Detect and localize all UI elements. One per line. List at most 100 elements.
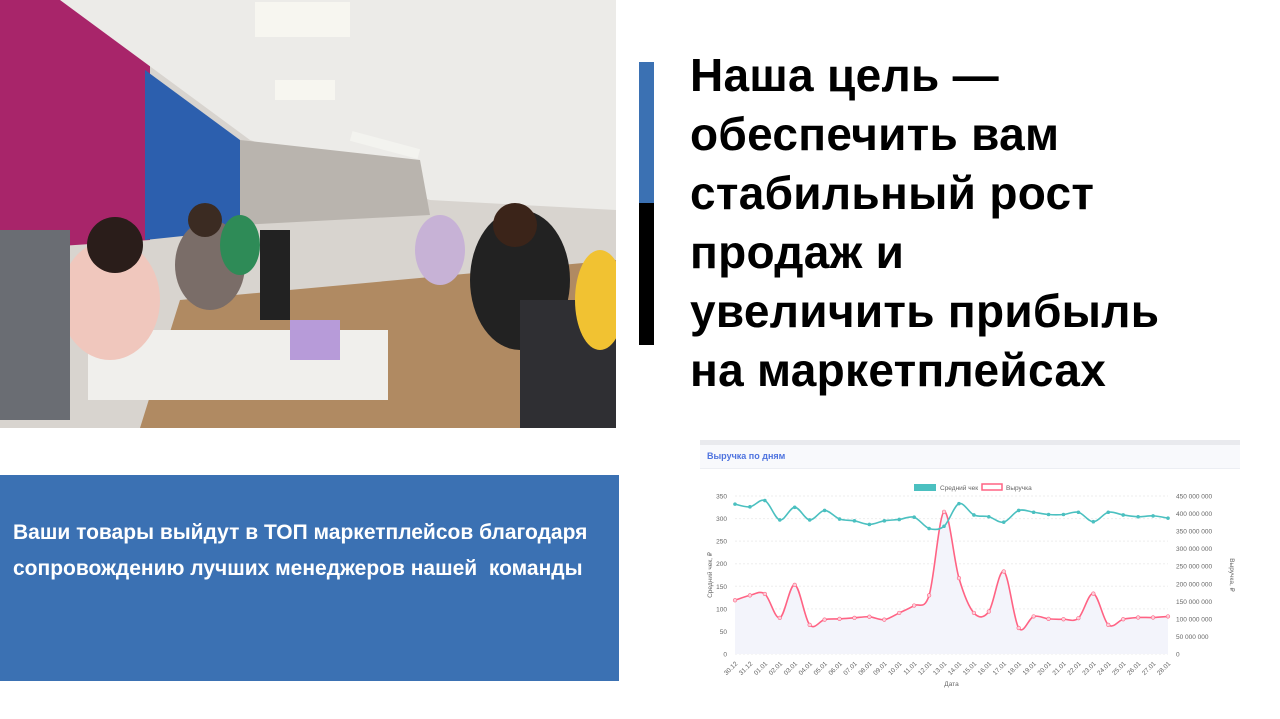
y-left-tick-label: 150 (716, 584, 727, 591)
y-left-tick-label: 50 (720, 629, 728, 636)
revenue-point (897, 610, 902, 616)
x-tick-label: 21.01 (1051, 660, 1068, 677)
avg-check-point (1121, 513, 1126, 517)
promo-text: Ваши товары выйдут в ТОП маркетплейсов б… (13, 521, 594, 580)
revenue-point (1150, 615, 1156, 620)
legend-label-revenue: Выручка (1006, 485, 1032, 492)
x-tick-label: 31.12 (738, 660, 755, 677)
x-tick-label: 01.01 (753, 660, 770, 677)
avg-check-point (927, 526, 931, 531)
legend-swatch-avg-check (914, 484, 936, 491)
title-line: стабильный рост (690, 167, 1095, 219)
avg-check-point (957, 501, 961, 506)
revenue-point (747, 593, 753, 598)
x-tick-label: 28.01 (1156, 660, 1173, 677)
avg-check-point (1001, 520, 1006, 524)
x-tick-label: 08.01 (857, 660, 874, 677)
y-right-tick-label: 200 000 000 (1176, 581, 1213, 588)
x-tick-label: 26.01 (1126, 660, 1143, 677)
y-right-tick-label: 150 000 000 (1176, 599, 1213, 606)
y-right-tick-label: 0 (1176, 652, 1180, 659)
revenue-point (852, 615, 857, 620)
x-tick-label: 15.01 (962, 660, 979, 677)
title-line: обеспечить вам (690, 108, 1060, 160)
avg-check-point (1076, 510, 1081, 515)
revenue-point (1031, 614, 1036, 619)
x-tick-label: 04.01 (798, 660, 815, 677)
revenue-point (1121, 617, 1126, 622)
revenue-point (882, 617, 887, 622)
revenue-point (762, 591, 767, 597)
x-tick-label: 11.01 (902, 660, 918, 676)
x-tick-label: 10.01 (887, 660, 904, 677)
title-line: продаж и (690, 226, 905, 278)
avg-check-line (734, 499, 1169, 531)
chart-title: Выручка по дням (707, 451, 786, 461)
revenue-point (971, 610, 976, 616)
x-tick-label: 20.01 (1037, 660, 1054, 677)
revenue-point (792, 582, 797, 587)
x-axis-title: Дата (944, 681, 959, 688)
y-right-tick-label: 100 000 000 (1176, 616, 1213, 623)
revenue-chart: 0 50 100 150 200 250 300 350 0 50 000 000 100 000 … (706, 483, 1236, 688)
revenue-point (1016, 625, 1021, 631)
x-tick-label: 18.01 (1007, 660, 1024, 677)
avg-check-point (1106, 510, 1111, 515)
y-right-tick-label: 250 000 000 (1176, 564, 1213, 571)
x-tick-label: 02.01 (768, 660, 785, 677)
y-left-tick-label: 0 (723, 652, 727, 659)
y-left-axis-title: Средний чек, ₽ (706, 551, 714, 598)
x-tick-label: 09.01 (872, 660, 889, 677)
avg-check-point (763, 498, 767, 503)
y-right-tick-label: 350 000 000 (1176, 529, 1213, 536)
avg-check-point (822, 508, 827, 513)
x-tick-label: 30.12 (723, 660, 740, 677)
avg-check-point (1166, 516, 1170, 520)
title-line: на маркетплейсах (690, 344, 1107, 396)
revenue-point (777, 615, 782, 620)
x-tick-label: 07.01 (842, 660, 859, 677)
office-photo (0, 0, 616, 428)
revenue-area (735, 511, 1168, 654)
avg-check-point (987, 514, 991, 519)
x-tick-label: 19.01 (1022, 660, 1039, 677)
avg-check-point (792, 505, 797, 510)
revenue-point (941, 509, 947, 514)
x-tick-label: 03.01 (783, 660, 800, 677)
revenue-point (1001, 569, 1006, 574)
x-tick-label: 17.01 (992, 660, 1009, 677)
y-right-tick-label: 450 000 000 (1176, 494, 1213, 501)
x-tick-label: 23.01 (1081, 660, 1098, 677)
chart-header: Выручка по дням (700, 445, 1240, 469)
y-right-axis-title: Выручка, ₽ (1228, 558, 1236, 592)
x-tick-label: 27.01 (1141, 660, 1158, 677)
avg-check-point (1046, 512, 1051, 517)
revenue-point (1165, 614, 1171, 619)
accent-bar-blue (639, 62, 654, 203)
y-left-tick-label: 350 (716, 494, 727, 501)
revenue-point (1136, 615, 1141, 620)
avg-check-point (912, 515, 916, 520)
avg-check-point (733, 502, 737, 506)
revenue-point (1091, 591, 1096, 596)
avg-check-point (1061, 512, 1066, 517)
page-title: Наша цель — обеспечить вам стабильный ро… (690, 46, 1270, 400)
card-top-strip (700, 440, 1240, 445)
avg-check-point (1151, 514, 1155, 518)
revenue-point (807, 622, 812, 627)
x-tick-label: 24.01 (1096, 660, 1113, 677)
office-photo-illustration (0, 0, 616, 428)
title-line: Наша цель — (690, 49, 999, 101)
avg-check-point (882, 519, 887, 523)
y-left-tick-label: 300 (716, 516, 727, 523)
x-tick-label: 22.01 (1066, 660, 1083, 677)
revenue-point (1106, 622, 1111, 627)
y-left-tick-label: 250 (716, 539, 727, 546)
avg-check-point (852, 519, 857, 523)
promo-box: Ваши товары выйдут в ТОП маркетплейсов б… (0, 475, 619, 681)
avg-check-point (867, 522, 872, 527)
revenue-point (732, 598, 738, 603)
avg-check-point (777, 518, 782, 522)
avg-check-point (1016, 508, 1021, 513)
revenue-point (867, 614, 872, 619)
